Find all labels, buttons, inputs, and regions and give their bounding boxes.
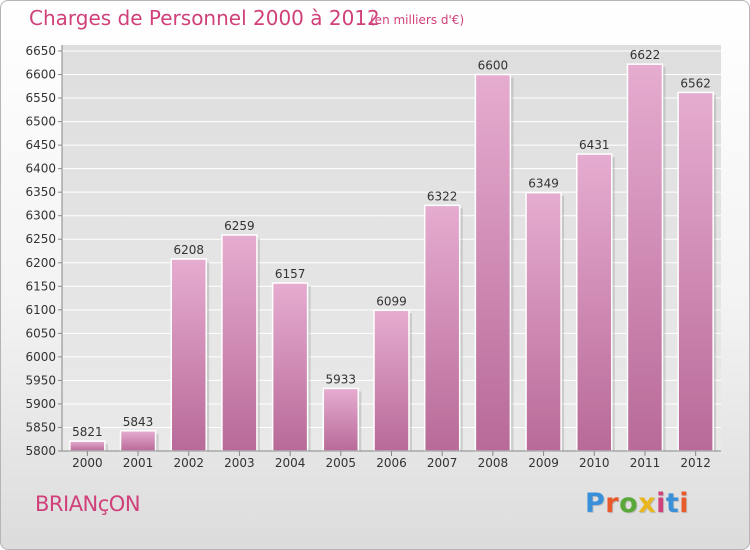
data-label: 6322 (427, 189, 458, 203)
bar-group (423, 204, 463, 452)
bar (322, 387, 360, 452)
bar (423, 204, 461, 452)
x-tick-label: 2012 (680, 456, 711, 470)
data-label: 6259 (224, 219, 255, 233)
place-name: BRIANçON (35, 492, 141, 516)
y-tick-label: 6450 (25, 138, 56, 152)
bar (576, 153, 613, 452)
data-label: 6099 (376, 294, 407, 308)
x-tick-label: 2010 (579, 456, 610, 470)
bar-group (576, 153, 615, 452)
x-tick-label: 2000 (72, 456, 103, 470)
bar-group (170, 258, 210, 452)
data-label: 6622 (630, 48, 661, 62)
data-label: 5821 (72, 425, 103, 439)
chart-subtitle: (en milliers d'€) (370, 13, 465, 27)
data-label: 6349 (528, 177, 559, 191)
x-tick-label: 2009 (528, 456, 559, 470)
y-tick-label: 6200 (25, 256, 56, 270)
x-tick-label: 2004 (275, 456, 306, 470)
data-label: 5933 (326, 372, 357, 386)
x-tick-label: 2001 (123, 456, 154, 470)
x-tick-label: 2008 (478, 456, 509, 470)
data-label: 6157 (275, 267, 306, 281)
bar-group (271, 282, 311, 452)
y-tick-label: 6050 (25, 326, 56, 340)
y-tick-label: 6650 (25, 44, 56, 58)
chart-title: Charges de Personnel 2000 à 2012 (29, 6, 380, 30)
y-tick-label: 6300 (25, 209, 56, 223)
bar (69, 440, 106, 452)
x-tick-label: 2007 (427, 456, 458, 470)
data-label: 6600 (478, 59, 509, 73)
bars: 5821 5843 6208 6259 6157 5933 6099 6322 6600 6349… (69, 48, 717, 452)
bar-group (626, 63, 666, 452)
y-tick-label: 5950 (25, 373, 56, 387)
bar-group (373, 309, 412, 452)
logo-letter: x (638, 488, 657, 519)
bar-group (474, 73, 514, 452)
logo-letter: t (665, 488, 680, 519)
logo-letter: i (656, 488, 666, 519)
x-tick-label: 2002 (173, 456, 204, 470)
proxiti-logo[interactable]: Proxiti (585, 488, 689, 519)
y-tick-label: 6350 (25, 185, 56, 199)
logo-letter: o (619, 488, 639, 519)
bar (525, 191, 562, 452)
y-tick-label: 6600 (25, 68, 56, 82)
x-tick-label: 2006 (376, 456, 407, 470)
logo-letter: i (679, 488, 690, 519)
bar-group (221, 234, 260, 452)
bar (677, 91, 714, 452)
x-tick-label: 2005 (326, 456, 357, 470)
data-label: 5843 (123, 415, 154, 429)
y-tick-label: 6100 (25, 303, 56, 317)
x-tick-label: 2011 (630, 456, 661, 470)
bar-group (677, 91, 717, 452)
data-label: 6431 (579, 138, 610, 152)
bar-group (525, 191, 565, 452)
bar-group (69, 440, 108, 452)
logo-letter: r (605, 488, 620, 519)
data-label: 6208 (173, 243, 204, 257)
y-tick-label: 6000 (25, 350, 56, 364)
bar (221, 234, 258, 452)
y-axis: 5800 5850 5900 5950 6000 6050 6100 6150 6200 6250… (25, 44, 63, 458)
x-tick-label: 2003 (224, 456, 255, 470)
bar (119, 430, 157, 452)
bar (474, 73, 512, 452)
y-tick-label: 6550 (25, 91, 56, 105)
bar-group (119, 430, 159, 452)
bar (626, 63, 664, 452)
logo-letter: P (585, 488, 606, 519)
y-tick-label: 6150 (25, 279, 56, 293)
data-label: 6562 (680, 76, 711, 90)
y-tick-label: 6500 (25, 115, 56, 129)
y-tick-label: 6250 (25, 232, 56, 246)
bar-group (322, 387, 362, 452)
y-tick-label: 6400 (25, 162, 56, 176)
bar (271, 282, 309, 452)
y-tick-label: 5900 (25, 397, 56, 411)
bar (170, 258, 207, 452)
bar (373, 309, 410, 452)
x-axis: 2000 2001 2002 2003 2004 2005 2006 2007 2008 2009… (62, 450, 721, 470)
y-tick-label: 5850 (25, 420, 56, 434)
y-tick-label: 5800 (25, 444, 56, 458)
